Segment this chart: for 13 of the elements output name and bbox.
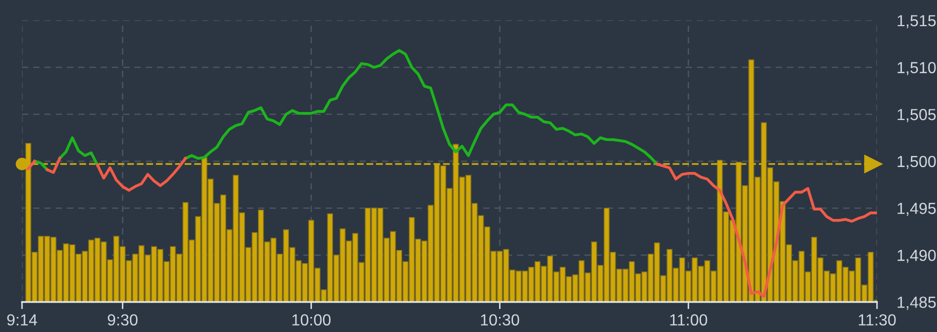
y-tick-label: 1,495 — [898, 202, 936, 216]
x-tick-label: 9:30 — [108, 314, 138, 326]
x-tick-label: 10:30 — [481, 314, 520, 326]
y-tick-label: 1,485 — [898, 296, 936, 310]
y-tick-label: 1,505 — [898, 108, 936, 122]
x-tick-label: 11:30 — [858, 314, 896, 326]
y-tick-label: 1,510 — [898, 62, 936, 76]
x-tick-label: 9:14 — [7, 314, 38, 326]
x-tick-label: 10:00 — [292, 314, 331, 326]
x-tick-label: 11:00 — [670, 314, 708, 326]
y-tick-label: 1,515 — [898, 15, 936, 28]
y-tick-label: 1,500 — [898, 156, 936, 170]
y-tick-label: 1,490 — [898, 250, 936, 263]
